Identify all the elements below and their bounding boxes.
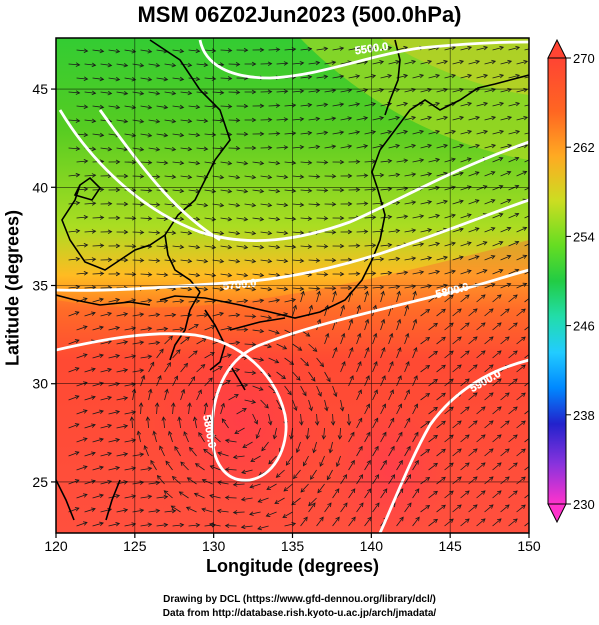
- contour-label: 5700.0: [222, 277, 257, 292]
- height-contours: [56, 39, 529, 533]
- x-tick-label: 125: [123, 538, 147, 554]
- colorbar-tick-label: 262: [573, 140, 595, 155]
- colorbar-tick-label: 270: [573, 51, 595, 66]
- colorbar-max-arrow: [547, 38, 567, 59]
- y-axis-label: Latitude (degrees): [2, 209, 23, 367]
- colorbar-min-arrow: [547, 503, 567, 524]
- coastlines: [56, 39, 529, 521]
- wind-streamlines: [68, 45, 529, 531]
- x-tick-label: 150: [517, 538, 541, 554]
- y-axis-ticks: 25 30 35 40 45: [32, 81, 56, 490]
- x-tick-label: 135: [281, 538, 305, 554]
- credit-data-source: Data from http://database.rish.kyoto-u.a…: [162, 608, 437, 619]
- page-title: MSM 06Z02Jun2023 (500.0hPa): [137, 2, 462, 27]
- x-tick-label: 130: [202, 538, 226, 554]
- y-tick-label: 35: [32, 278, 48, 294]
- y-tick-label: 30: [32, 376, 48, 392]
- x-tick-label: 120: [44, 538, 68, 554]
- x-tick-label: 140: [360, 538, 384, 554]
- colorbar-tick-label: 230: [573, 497, 595, 512]
- x-axis-label: Longitude (degrees): [205, 556, 379, 576]
- graticule: [56, 38, 529, 533]
- x-axis-ticks: 120 125 130 135 140 145 150: [44, 533, 541, 554]
- credit-drawing: Drawing by DCL (https://www.gfd-dennou.o…: [163, 594, 436, 605]
- colorbar-tick-label: 254: [573, 229, 595, 244]
- colorbar-tick-label: 246: [573, 319, 595, 334]
- x-tick-label: 145: [438, 538, 462, 554]
- colorbar-tick-label: 238: [573, 408, 595, 423]
- y-tick-label: 45: [32, 81, 48, 97]
- y-tick-label: 40: [32, 179, 48, 195]
- y-tick-label: 25: [32, 474, 48, 490]
- colorbar: 270 262 254 246 238 230: [547, 38, 595, 524]
